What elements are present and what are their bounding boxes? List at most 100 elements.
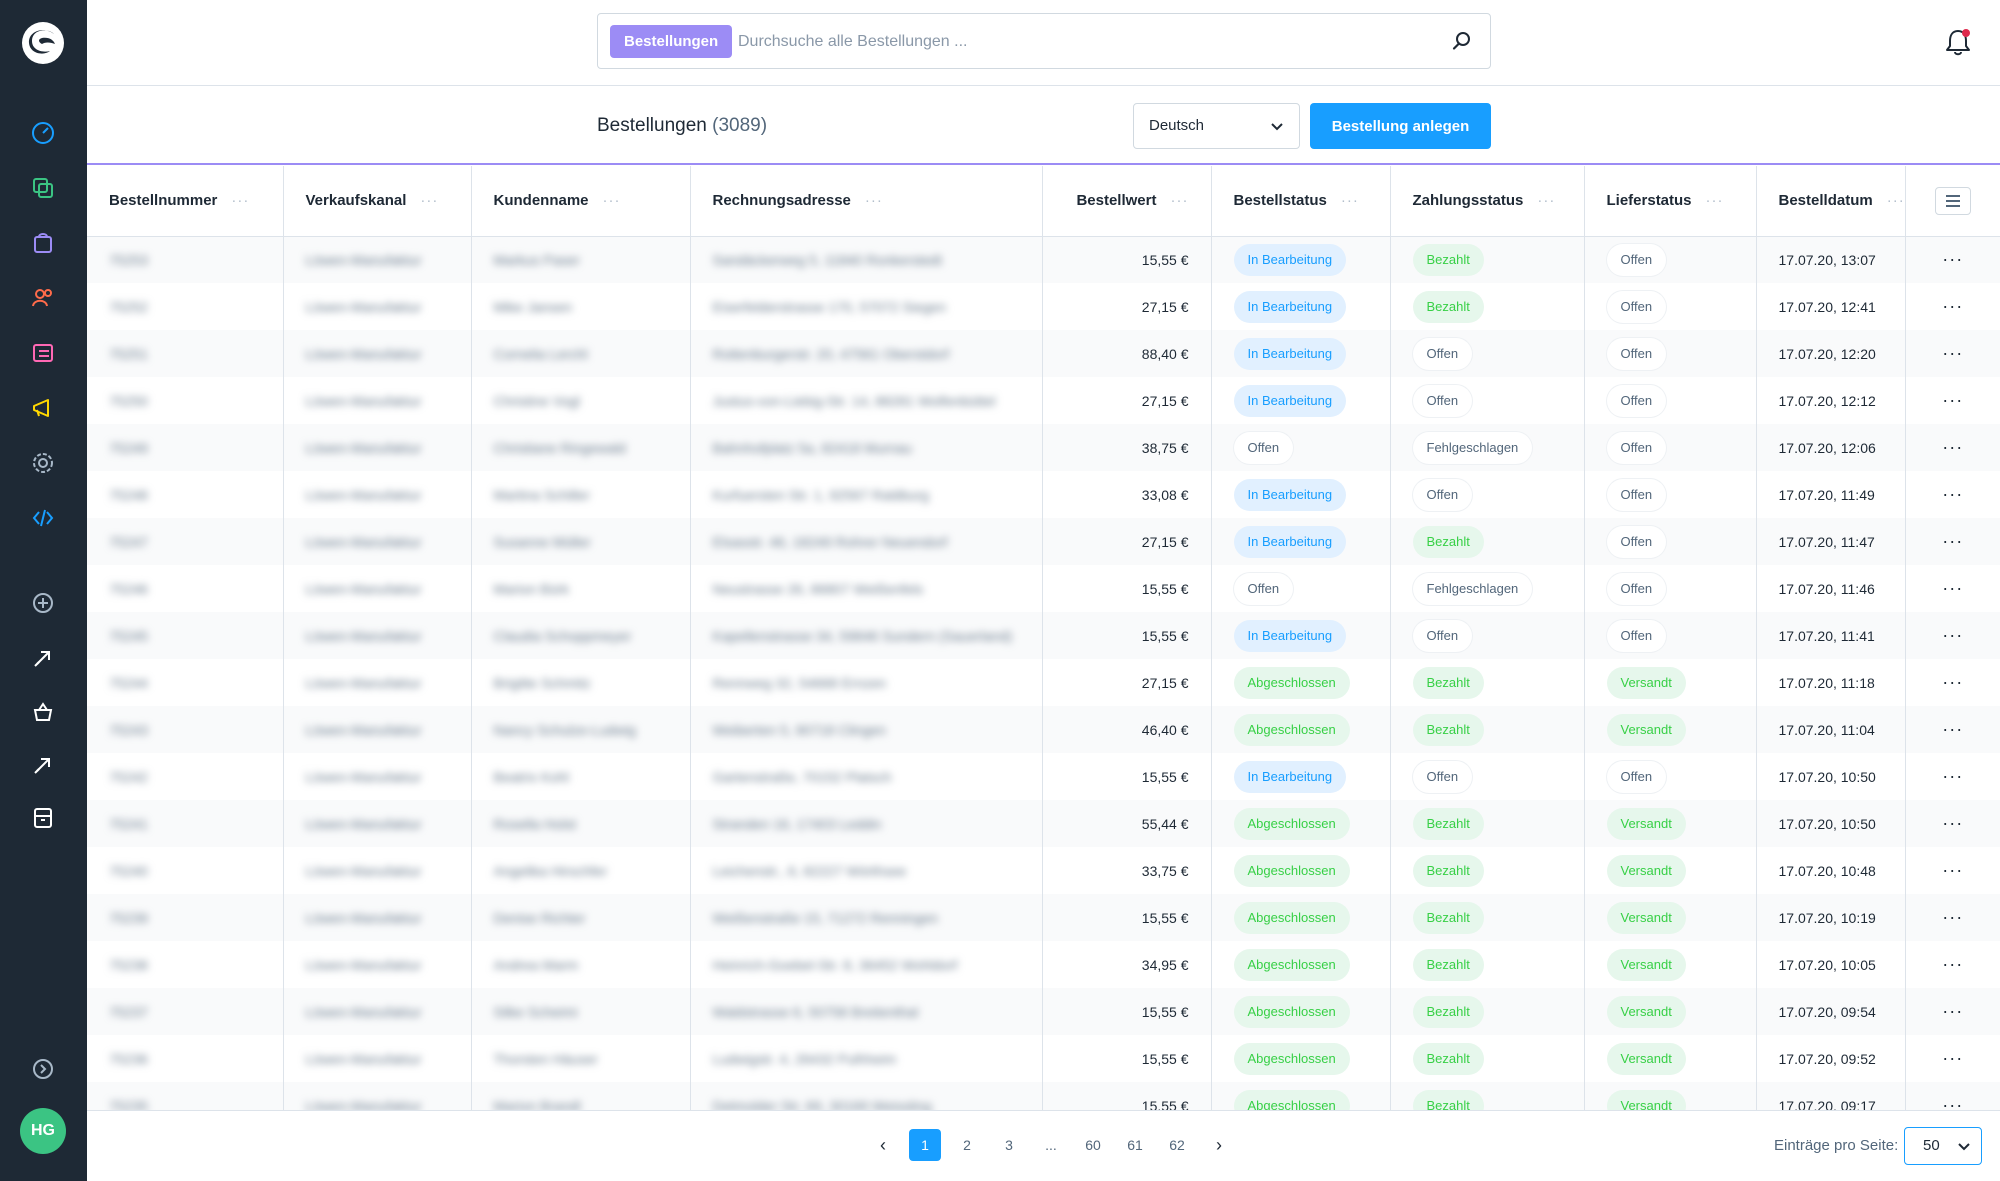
row-actions-button[interactable]: ··· [1905,706,2000,753]
column-options-icon[interactable]: ··· [231,192,250,210]
column-options-icon[interactable]: ··· [1705,192,1724,210]
notification-bell-icon[interactable] [1942,26,1974,58]
per-page-select[interactable]: 50 [1904,1127,1982,1165]
column-header[interactable]: Bestellstatus ··· [1211,166,1391,237]
marketing-icon[interactable] [29,394,57,422]
row-actions-button[interactable]: ··· [1905,753,2000,800]
row-actions-button[interactable]: ··· [1905,283,2000,330]
cell-address-value: Rennweg 32, 54668 Ernzen [712,674,887,691]
search-icon[interactable] [1450,29,1474,53]
customers-icon[interactable] [29,284,57,312]
avatar[interactable]: HG [20,1108,66,1154]
cell-total: 27,15 € [1042,659,1212,706]
extensions-icon[interactable] [29,504,57,532]
row-actions-button[interactable]: ··· [1905,941,2000,988]
column-options-icon[interactable]: ··· [1886,192,1905,210]
column-options-icon[interactable]: ··· [864,192,883,210]
pos-icon[interactable] [29,804,57,832]
table-row[interactable]: 75235 Löwen-Manufaktur Marion Brandl Detmol… [87,1082,2000,1110]
column-header[interactable]: Zahlungsstatus ··· [1390,166,1585,237]
row-actions-button[interactable]: ··· [1905,471,2000,518]
storefront-icon[interactable] [29,644,57,672]
status-badge: Bezahlt [1412,525,1484,558]
table-row[interactable]: 75238 Löwen-Manufaktur Andrea Marm Heinrich… [87,941,2000,988]
add-sales-channel-icon[interactable] [29,589,57,617]
row-actions-button[interactable]: ··· [1905,659,2000,706]
create-order-button[interactable]: Bestellung anlegen [1310,103,1491,149]
table-row[interactable]: 75247 Löwen-Manufaktur Susanne Müller Elsas… [87,518,2000,565]
status-badge: Versandt [1606,901,1686,934]
search-input[interactable] [738,28,1438,56]
table-row[interactable]: 75245 Löwen-Manufaktur Claudia Schoppmeyer… [87,612,2000,659]
cell-nr: 75246 [87,565,284,612]
row-actions-button[interactable]: ··· [1905,330,2000,377]
row-actions-button[interactable]: ··· [1905,377,2000,424]
table-row[interactable]: 75236 Löwen-Manufaktur Thorsten Häuser Ludw… [87,1035,2000,1082]
shopware-logo[interactable] [20,20,66,66]
row-actions-button[interactable]: ··· [1905,236,2000,283]
content-icon[interactable] [29,339,57,367]
settings-icon[interactable] [29,449,57,477]
collapse-icon[interactable] [29,1055,57,1083]
search-type-tag[interactable]: Bestellungen [610,25,733,58]
prev-page-button[interactable]: ‹ [880,1135,886,1155]
column-header[interactable]: Rechnungsadresse ··· [690,166,1043,237]
language-select[interactable]: Deutsch [1133,103,1300,149]
page-button[interactable]: 1 [909,1129,941,1161]
cell-address-value: Kapellenstrasse 34, 59846 Sundern (Sauer… [712,627,1013,644]
table-row[interactable]: 75241 Löwen-Manufaktur Rosella Holst Strand… [87,800,2000,847]
column-header[interactable]: Verkaufskanal ··· [283,166,472,237]
row-actions-button[interactable]: ··· [1905,894,2000,941]
table-row[interactable]: 75240 Löwen-Manufaktur Angelika Hirschfer L… [87,847,2000,894]
row-actions-button[interactable]: ··· [1905,1082,2000,1110]
cell-nr: 75252 [87,283,284,330]
row-actions-button[interactable]: ··· [1905,612,2000,659]
page-button[interactable]: 60 [1085,1137,1101,1153]
table-row[interactable]: 75251 Löwen-Manufaktur Cornelia Lerchl Rott… [87,330,2000,377]
row-actions-button[interactable]: ··· [1905,424,2000,471]
row-actions-button[interactable]: ··· [1905,988,2000,1035]
table-row[interactable]: 75248 Löwen-Manufaktur Martina Schiller Kur… [87,471,2000,518]
next-page-button[interactable]: › [1216,1135,1222,1155]
table-row[interactable]: 75249 Löwen-Manufaktur Christiane Ringewal… [87,424,2000,471]
table-row[interactable]: 75244 Löwen-Manufaktur Brigitte Schmitz Ren… [87,659,2000,706]
cell-payment: Bezahlt [1390,800,1585,847]
row-actions-button[interactable]: ··· [1905,800,2000,847]
cell-channel-value: Löwen-Manufaktur [305,956,422,973]
orders-icon[interactable] [0,218,87,268]
column-options-icon[interactable]: ··· [1340,192,1359,210]
shop-icon[interactable] [29,698,57,726]
table-row[interactable]: 75237 Löwen-Manufaktur Silke Scheimi Waldst… [87,988,2000,1035]
row-actions-button[interactable]: ··· [1905,1035,2000,1082]
table-row[interactable]: 75246 Löwen-Manufaktur Marion Bürk Neustras… [87,565,2000,612]
column-options-icon[interactable]: ··· [1170,192,1189,210]
table-row[interactable]: 75242 Löwen-Manufaktur Beatrix Kohl Gartens… [87,753,2000,800]
column-header[interactable]: Kundenname ··· [471,166,691,237]
row-actions-button[interactable]: ··· [1905,847,2000,894]
row-actions-button[interactable]: ··· [1905,565,2000,612]
cell-status: Abgeschlossen [1211,1035,1391,1082]
column-header[interactable]: Lieferstatus ··· [1584,166,1757,237]
column-header[interactable]: Bestellwert ··· [1042,166,1212,237]
table-row[interactable]: 75239 Löwen-Manufaktur Denise Richter Weiße… [87,894,2000,941]
cell-delivery: Offen [1584,377,1757,424]
table-row[interactable]: 75250 Löwen-Manufaktur Christine Vogl Justu… [87,377,2000,424]
grid-settings-button[interactable] [1934,186,1971,215]
column-options-icon[interactable]: ··· [420,192,439,210]
column-options-icon[interactable]: ··· [1537,192,1556,210]
column-options-icon[interactable]: ··· [602,192,621,210]
table-row[interactable]: 75252 Löwen-Manufaktur Mike Jansen Eiserfel… [87,283,2000,330]
row-actions-button[interactable]: ··· [1905,518,2000,565]
column-header[interactable]: Bestellnummer ··· [87,166,284,237]
headless-icon[interactable] [29,751,57,779]
column-header[interactable]: Bestelldatum ··· [1756,166,1906,237]
table-row[interactable]: 75253 Löwen-Manufaktur Markus Paser Sandäck… [87,236,2000,283]
page-button[interactable]: 61 [1127,1137,1143,1153]
page-button[interactable]: 2 [963,1137,971,1153]
table-row[interactable]: 75243 Löwen-Manufaktur Nancy Schulze-Ludwi… [87,706,2000,753]
page-button[interactable]: 62 [1169,1137,1185,1153]
search-bar[interactable]: Bestellungen [597,13,1491,69]
dashboard-icon[interactable] [29,119,57,147]
page-button[interactable]: 3 [1005,1137,1013,1153]
catalog-icon[interactable] [29,174,57,202]
